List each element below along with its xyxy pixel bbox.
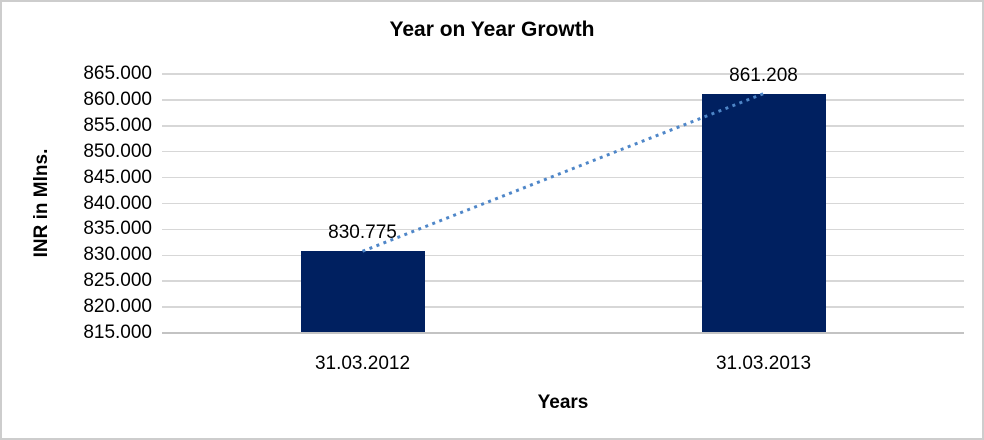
y-tick-label: 820.000 xyxy=(83,296,152,318)
x-tick-label: 31.03.2013 xyxy=(715,353,812,374)
y-tick-label: 815.000 xyxy=(83,322,152,343)
x-tick-label: 31.03.2012 xyxy=(314,353,411,374)
bar-31.03.2012 xyxy=(300,251,425,332)
data-label: 861.208 xyxy=(729,64,798,86)
y-tick-label: 855.000 xyxy=(83,114,152,136)
x-axis-line xyxy=(162,332,964,334)
y-tick-label: 860.000 xyxy=(83,88,152,110)
y-tick-label: 825.000 xyxy=(83,270,152,292)
gridline xyxy=(162,202,964,205)
gridline xyxy=(162,280,964,282)
chart-title: Year on Year Growth xyxy=(389,18,595,41)
gridline xyxy=(162,99,964,101)
gridline xyxy=(162,254,964,257)
gridline xyxy=(162,150,964,153)
y-tick-label: 845.000 xyxy=(83,166,152,188)
y-tick-label: 850.000 xyxy=(83,140,152,162)
x-axis-title: Years xyxy=(537,392,589,413)
gridline xyxy=(162,176,964,179)
y-tick-label: 835.000 xyxy=(83,218,152,240)
gridline xyxy=(162,73,964,75)
gridline xyxy=(162,125,964,127)
y-tick-label: 840.000 xyxy=(83,192,152,214)
y-axis-title: INR in Mlns. xyxy=(31,148,52,258)
y-tick-label: 865.000 xyxy=(83,63,152,84)
data-label: 830.775 xyxy=(328,222,397,244)
y-tick-label: 830.000 xyxy=(83,244,152,266)
gridline xyxy=(162,306,964,308)
bar-31.03.2013 xyxy=(701,93,826,332)
